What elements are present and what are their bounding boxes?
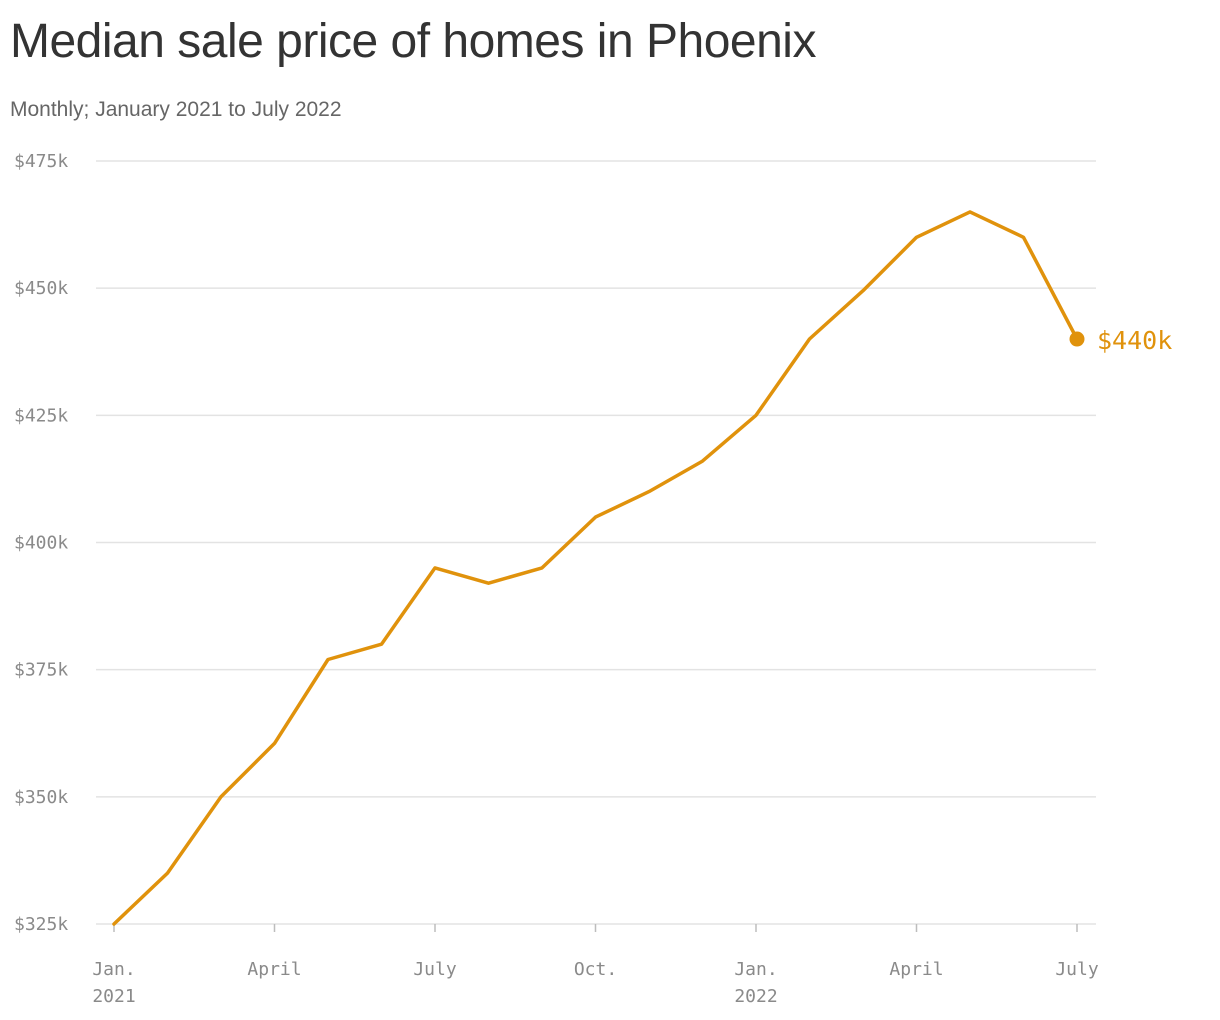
chart-subtitle: Monthly; January 2021 to July 2022 [10,98,342,121]
y-axis: $475k $450k $425k $400k $375k $350k $325k [14,151,68,935]
x-tick-label: July [1055,959,1099,980]
series-layer: $440k [112,210,1172,926]
end-value-label: $440k [1097,326,1172,355]
y-tick-label: $350k [14,787,68,808]
y-tick-label: $375k [14,660,68,681]
y-tick-label: $425k [14,405,68,426]
x-tick-label: Jan. 2022 [734,959,777,1007]
x-axis: Jan. 2021 April July Oct. Jan. 2022 April July [92,924,1099,1007]
y-tick-label: $325k [14,914,68,935]
y-tick-label: $450k [14,278,68,299]
end-point-marker [1069,331,1085,347]
x-tick-label: July [413,959,457,980]
y-tick-label: $475k [14,151,68,172]
y-tick-label: $400k [14,533,68,554]
x-tick-label: Jan. 2021 [92,959,135,1007]
x-tick-label: April [889,959,943,980]
x-tick-label: April [247,959,301,980]
series-line [112,210,1079,926]
chart-title: Median sale price of homes in Phoenix [10,15,816,68]
gridlines [96,160,1096,925]
x-tick-label: Oct. [574,959,617,980]
